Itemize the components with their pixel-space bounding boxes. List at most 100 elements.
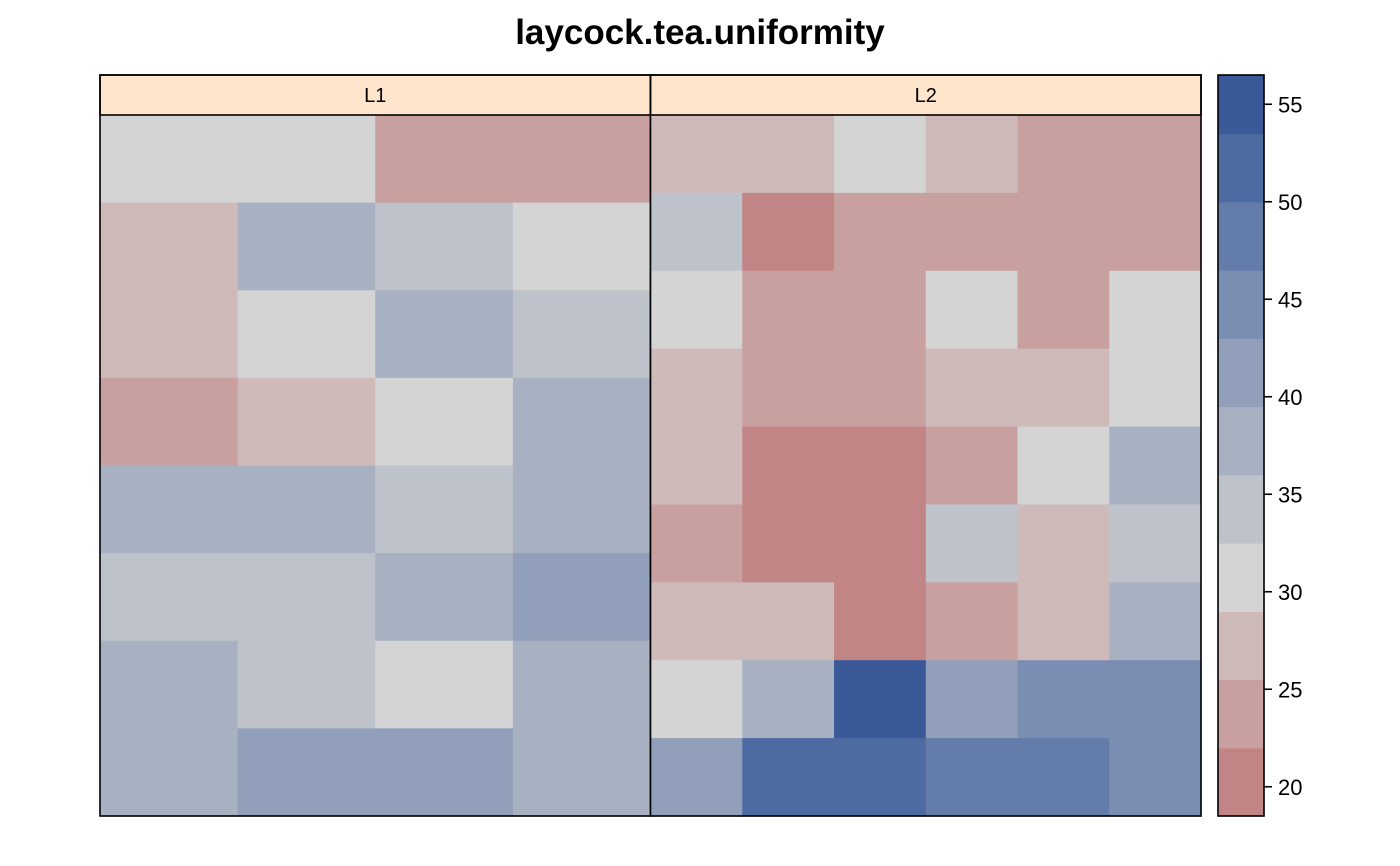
heatmap-cell [834,270,927,350]
heatmap-cell [1109,504,1202,583]
panel-strip-label: L1 [364,85,386,107]
colorbar-border [1217,74,1265,817]
colorbar-swatch [1218,133,1264,203]
colorbar-swatch [1218,338,1264,408]
heatmap-cell [237,640,376,729]
colorbar-swatch [1218,474,1264,544]
heatmap-cell [925,738,1019,817]
colorbar-swatch [1218,747,1264,817]
panel-l2: L2 [649,74,1202,817]
heatmap-cell [100,377,239,467]
colorbar-swatch [1218,406,1264,476]
heatmap-cell [834,660,927,739]
panel-border [649,74,1202,817]
panel-l1: L1 [99,74,652,817]
heatmap-cell [742,426,835,506]
heatmap-cell [512,115,652,204]
colorbar-tick-label: 30 [1278,580,1302,605]
heatmap-cell [925,660,1019,739]
heatmap-cell [925,582,1019,661]
heatmap-cell [237,465,376,554]
heatmap-cell [375,640,514,729]
colorbar-tick-label: 45 [1278,287,1302,312]
heatmap-cell [100,553,239,642]
heatmap-cell [1109,426,1202,506]
colorbar-swatch [1218,75,1264,135]
heatmap-cell [650,504,743,583]
heatmap-cell [512,728,652,817]
heatmap-cell [1017,115,1110,194]
heatmap-cell [1109,738,1202,817]
heatmap-cell [1017,348,1110,428]
heatmap-cell [512,202,652,291]
heatmap-cell [100,728,239,817]
heatmap-cell [925,504,1019,583]
heatmap-cell [375,465,514,554]
heatmap-cell [742,115,835,194]
heatmap-cell [1109,115,1202,194]
heatmap-cell [1109,660,1202,739]
colorbar-tick-label: 55 [1278,92,1302,117]
heatmap-cell [650,582,743,661]
heatmap-cell [650,115,743,194]
panel-strip-label: L2 [915,85,937,107]
heatmap-cell [834,738,927,817]
heatmap-cell [925,426,1019,506]
heatmap-cell [742,660,835,739]
heatmap-cell [650,660,743,739]
heatmap-cell [1109,348,1202,428]
colorbar-swatch [1218,679,1264,749]
heatmap-cell [1017,270,1110,350]
heatmap-cell [742,582,835,661]
heatmap-cell [834,426,927,506]
heatmap-cell [100,290,239,379]
heatmap-cell [742,348,835,428]
heatmap-cell [237,290,376,379]
heatmap-cell [512,640,652,729]
heatmap-cell [742,738,835,817]
heatmap-cell [834,192,927,272]
heatmap-cell [1109,192,1202,272]
heatmap-cell [834,115,927,194]
heatmap-cell [1017,426,1110,506]
heatmap-cell [742,504,835,583]
heatmap-cell [237,115,376,204]
heatmap-cell [1109,270,1202,350]
heatmap-cell [512,377,652,467]
heatmap-cell [1017,738,1110,817]
heatmap-cell [237,728,376,817]
heatmap-cell [375,202,514,291]
heatmap-cell [834,348,927,428]
colorbar-swatch [1218,270,1264,339]
heatmap-cell [375,377,514,467]
heatmap-cell [650,426,743,506]
heatmap-cell [100,465,239,554]
heatmap-cell [925,115,1019,194]
heatmap-cell [375,290,514,379]
colorbar-tick-label: 40 [1278,385,1302,410]
colorbar: 20 25 30 35 40 45 50 55 [1217,74,1302,817]
heatmap-cell [100,202,239,291]
colorbar-tick-label: 35 [1278,482,1302,507]
heatmap-cell [834,504,927,583]
panels: L1 L2 [99,74,1202,817]
colorbar-tick-label: 25 [1278,677,1302,702]
colorbar-swatch [1218,611,1264,681]
colorbar-swatch [1218,543,1264,612]
heatmap-cell [1017,504,1110,583]
chart-title: laycock.tea.uniformity [515,13,885,52]
heatmap-cell [237,553,376,642]
heatmap-cell [742,270,835,350]
heatmap-cell [834,582,927,661]
heatmap-cell [1109,582,1202,661]
heatmap-cell [512,465,652,554]
heatmap-cell [237,202,376,291]
heatmap-cell [375,728,514,817]
heatmap-cell [1017,192,1110,272]
colorbar-swatch [1218,201,1264,271]
heatmap-cell [375,553,514,642]
heatmap-cell [512,553,652,642]
heatmap-cell [512,290,652,379]
heatmap-cell [742,192,835,272]
